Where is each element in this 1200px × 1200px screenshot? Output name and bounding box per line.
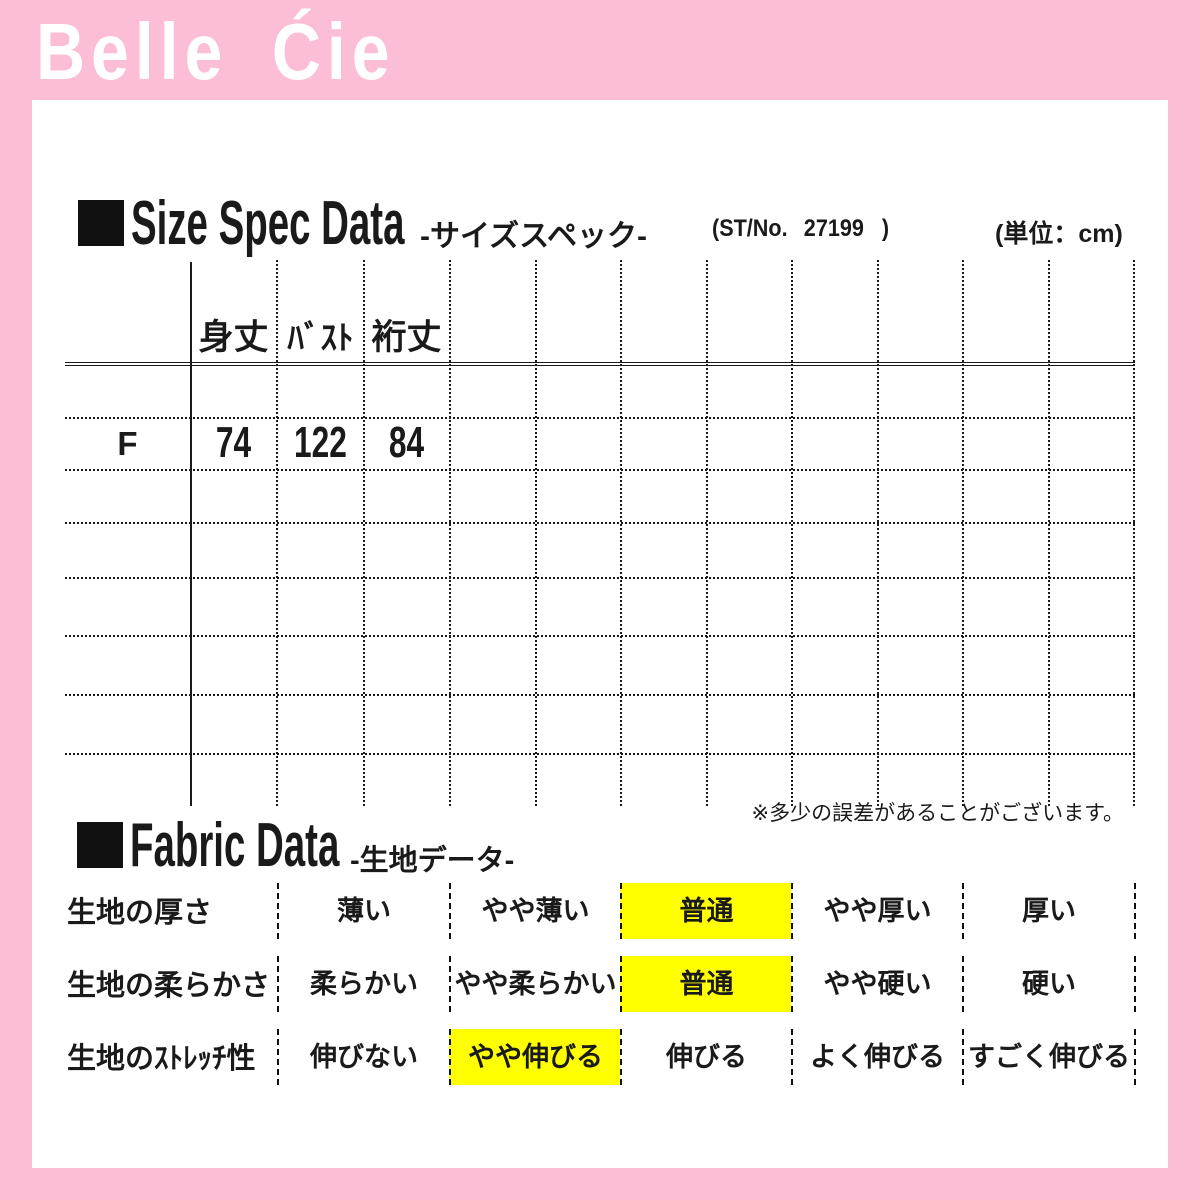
fabric-section-title: Fabric Data xyxy=(130,811,340,880)
fabric-cell-1-0: 柔らかい xyxy=(277,956,449,1012)
grid-line xyxy=(1133,260,1135,806)
fabric-cell-1-1: やや柔らかい xyxy=(449,956,620,1012)
fabric-cell-0-4: 厚い xyxy=(962,883,1136,939)
fabric-row-softness: 生地の柔らかさ 柔らかい やや柔らかい 普通 やや硬い 硬い xyxy=(65,956,1136,1016)
tolerance-note: ※多少の誤差があることがございます。 xyxy=(751,802,1125,825)
fabric-row-thickness: 生地の厚さ 薄い やや薄い 普通 やや厚い 厚い xyxy=(65,883,1136,943)
fabric-cell-0-3: やや厚い xyxy=(791,883,962,939)
grid-line xyxy=(535,260,537,806)
fabric-cell-1-4: 硬い xyxy=(962,956,1136,1012)
size-section-subtitle-jp: -サイズスペック- xyxy=(420,220,647,253)
size-col-header: 身丈 xyxy=(198,318,269,357)
fabric-cell-1-3: やや硬い xyxy=(791,956,962,1012)
grid-line xyxy=(877,260,879,806)
grid-line xyxy=(65,577,1135,579)
grid-line xyxy=(962,260,964,806)
style-number-suffix: ) xyxy=(881,215,890,242)
brand-logo: Belle Ćie xyxy=(36,7,396,96)
size-value-yukitake: 84 xyxy=(388,418,425,467)
fabric-row-label: 生地の柔らかさ xyxy=(67,970,271,1002)
fabric-row-stretch: 生地のｽﾄﾚｯﾁ性 伸びない やや伸びる 伸びる よく伸びる すごく伸びる xyxy=(65,1029,1136,1089)
size-col-header: ﾊﾞｽﾄ xyxy=(287,319,354,356)
page-background xyxy=(32,100,1168,1168)
style-number: (ST/No. 27199) xyxy=(712,215,889,243)
fabric-cell-2-2: 伸びる xyxy=(620,1029,791,1085)
fabric-cell-0-0: 薄い xyxy=(277,883,449,939)
fabric-cell-2-1: やや伸びる xyxy=(449,1029,620,1085)
grid-line xyxy=(65,522,1135,524)
grid-line xyxy=(65,417,1135,419)
style-number-prefix: (ST/No. xyxy=(712,215,788,242)
fabric-section-bullet-icon xyxy=(77,822,123,868)
fabric-cell-0-1: やや薄い xyxy=(449,883,620,939)
size-value-mitake: 74 xyxy=(215,418,252,467)
grid-line xyxy=(65,635,1135,637)
grid-header-rule xyxy=(65,362,1135,366)
grid-line xyxy=(190,262,192,806)
grid-line xyxy=(276,260,278,806)
unit-label: (単位：cm) xyxy=(995,220,1123,248)
grid-line xyxy=(363,260,365,806)
size-col-header: 裄丈 xyxy=(371,318,442,357)
grid-line xyxy=(449,260,451,806)
grid-line xyxy=(706,260,708,806)
fabric-section-subtitle-jp: -生地データ- xyxy=(350,845,515,877)
grid-line xyxy=(65,753,1135,755)
fabric-cell-2-4: すごく伸びる xyxy=(962,1029,1136,1085)
fabric-row-label: 生地の厚さ xyxy=(67,897,213,929)
fabric-cell-0-2: 普通 xyxy=(620,883,791,939)
size-row-label: F xyxy=(117,425,138,462)
grid-line xyxy=(65,469,1135,471)
grid-line xyxy=(65,694,1135,696)
grid-line xyxy=(1048,260,1050,806)
fabric-cell-2-3: よく伸びる xyxy=(791,1029,962,1085)
fabric-cell-1-2: 普通 xyxy=(620,956,791,1012)
fabric-row-label: 生地のｽﾄﾚｯﾁ性 xyxy=(67,1043,256,1075)
grid-line xyxy=(791,260,793,806)
fabric-cell-2-0: 伸びない xyxy=(277,1029,449,1085)
grid-line xyxy=(620,260,622,806)
size-section-title: Size Spec Data xyxy=(131,189,405,258)
size-section-bullet-icon xyxy=(78,200,124,246)
size-value-bust: 122 xyxy=(294,418,347,467)
style-number-value: 27199 xyxy=(803,215,864,242)
